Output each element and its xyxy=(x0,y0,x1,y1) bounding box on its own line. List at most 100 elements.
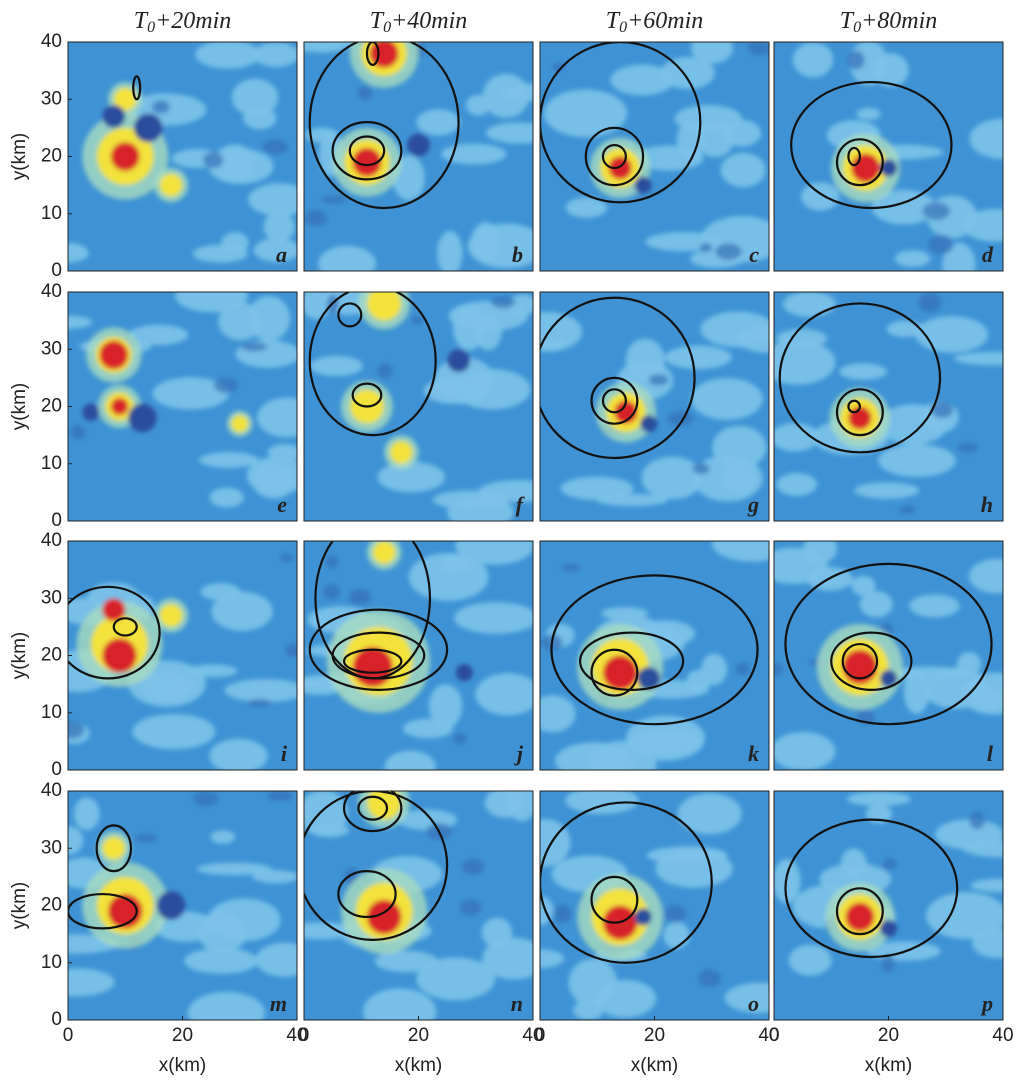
x-tick-label: 20 xyxy=(408,1025,429,1046)
dark-patch xyxy=(918,292,942,313)
light-patch xyxy=(377,461,446,493)
field xyxy=(68,292,297,508)
light-patch xyxy=(252,870,297,884)
light-patch xyxy=(663,921,690,949)
panel xyxy=(68,292,297,521)
dark-patch xyxy=(192,791,220,807)
contour xyxy=(830,631,913,691)
panel-frame xyxy=(773,291,1004,522)
light-patch xyxy=(610,64,675,96)
blob xyxy=(110,397,129,416)
light-patch xyxy=(972,928,1003,959)
blob xyxy=(637,666,661,690)
dark-patch xyxy=(151,100,170,114)
field xyxy=(68,42,297,263)
panel xyxy=(540,791,769,1020)
panel-label: k xyxy=(748,741,759,766)
light-patch xyxy=(428,684,463,729)
light-patch xyxy=(454,602,533,634)
light-patch xyxy=(783,292,836,317)
contour xyxy=(590,875,639,924)
column-title: T0+40min xyxy=(370,8,468,36)
light-patch xyxy=(926,891,1003,940)
dark-patch xyxy=(898,505,916,514)
y-axis-label: y(km) xyxy=(9,383,30,430)
panel xyxy=(540,292,769,521)
panel xyxy=(68,791,297,1020)
y-axis-label: y(km) xyxy=(9,133,30,180)
contour xyxy=(308,292,437,437)
blob xyxy=(602,655,638,690)
field xyxy=(68,791,297,1020)
panel xyxy=(68,42,297,271)
dark-patch xyxy=(246,699,272,708)
x-tick-label: 20 xyxy=(644,1025,665,1046)
y-tick-label: 30 xyxy=(41,587,62,608)
light-patch xyxy=(209,738,268,770)
x-tick-label: 0 xyxy=(535,1025,546,1046)
title-sub: 0 xyxy=(383,19,391,36)
field xyxy=(792,42,1003,271)
dark-patch xyxy=(699,242,713,253)
blob xyxy=(879,669,898,687)
light-patch xyxy=(540,818,571,867)
blob xyxy=(352,646,393,687)
contour xyxy=(550,574,759,726)
light-patch xyxy=(560,476,634,501)
title-sub: 0 xyxy=(853,19,861,36)
y-tick-label: 20 xyxy=(41,645,62,666)
panel-label: f xyxy=(516,492,526,517)
x-axis-label: x(km) xyxy=(631,1055,678,1076)
panel-frame xyxy=(303,540,534,771)
contour xyxy=(342,648,403,674)
blob xyxy=(372,541,396,564)
panel-label: a xyxy=(276,242,287,267)
x-axis-label: x(km) xyxy=(865,1055,912,1076)
light-patch xyxy=(701,653,728,686)
panel-label: g xyxy=(747,492,759,517)
dark-patch xyxy=(928,234,954,255)
light-patch xyxy=(690,42,733,64)
blob xyxy=(845,902,875,932)
light-patch xyxy=(859,590,893,618)
light-patch xyxy=(641,456,704,500)
dark-patch xyxy=(461,858,485,876)
blob xyxy=(110,142,140,171)
light-patch xyxy=(803,541,837,564)
light-patch xyxy=(846,791,911,807)
light-patch xyxy=(251,461,296,499)
light-patch xyxy=(255,942,297,977)
blob xyxy=(389,440,413,464)
light-patch xyxy=(374,950,438,973)
y-tick-label: 30 xyxy=(41,88,62,109)
dark-patch xyxy=(931,401,954,419)
contour xyxy=(540,801,713,964)
blob xyxy=(102,836,126,860)
dark-patch xyxy=(68,721,85,739)
field xyxy=(68,553,297,770)
contour xyxy=(342,791,403,833)
light-patch xyxy=(774,858,801,904)
x-axis-label: x(km) xyxy=(395,1055,442,1076)
light-patch xyxy=(132,713,216,750)
title-rest: +80min xyxy=(861,8,937,34)
panel xyxy=(304,541,533,770)
panel-label: i xyxy=(281,741,288,766)
panel-label: n xyxy=(511,991,523,1016)
light-patch xyxy=(719,462,757,495)
contour xyxy=(540,42,702,204)
light-patch xyxy=(263,211,295,243)
blob xyxy=(352,147,382,177)
panel xyxy=(540,42,769,271)
panel-frame xyxy=(303,291,534,522)
light-patch xyxy=(724,982,769,1014)
panel xyxy=(774,292,1003,521)
field xyxy=(540,541,769,770)
dark-patch xyxy=(348,588,372,606)
contour xyxy=(847,399,861,414)
panel xyxy=(774,42,1003,271)
light-patch xyxy=(267,444,297,461)
light-patch xyxy=(128,324,189,346)
panel-frame xyxy=(303,41,534,272)
contour xyxy=(784,562,993,726)
